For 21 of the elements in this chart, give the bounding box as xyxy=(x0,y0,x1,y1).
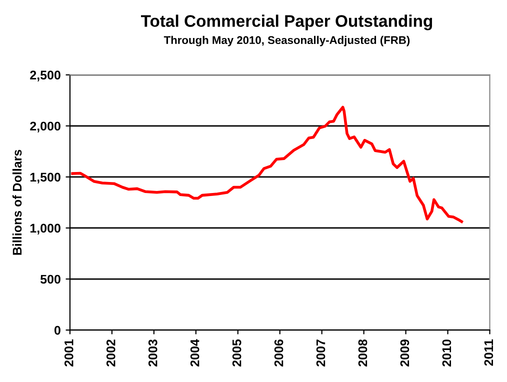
line-series xyxy=(71,106,464,224)
x-tick-label: 2001 xyxy=(64,339,74,366)
chart-title: Total Commercial Paper Outstanding xyxy=(140,14,432,30)
y-tick-label: 500 xyxy=(40,274,60,284)
chart-subtitle: Through May 2010, Seasonally-Adjusted (FRB) xyxy=(164,36,410,46)
x-tick-label: 2011 xyxy=(484,339,494,366)
y-tick-label: 2,000 xyxy=(30,122,60,132)
y-tick-label: 2,500 xyxy=(30,70,60,82)
y-axis-title: Billions of Dollars xyxy=(12,150,22,255)
x-tick-label: 2006 xyxy=(274,340,284,366)
x-tick-label: 2003 xyxy=(148,340,158,366)
y-tick-label: 0 xyxy=(54,326,60,335)
x-tick-label: 2005 xyxy=(232,339,242,366)
x-tick-label: 2007 xyxy=(316,340,326,366)
x-tick-label: 2002 xyxy=(106,340,116,366)
x-tick-label: 2010 xyxy=(442,340,452,366)
x-tick-label: 2009 xyxy=(400,340,410,366)
x-tick-label: 2008 xyxy=(358,339,368,366)
y-tick-label: 1,000 xyxy=(30,224,60,234)
y-tick-label: 1,500 xyxy=(30,172,60,184)
x-tick-label: 2004 xyxy=(190,339,200,366)
